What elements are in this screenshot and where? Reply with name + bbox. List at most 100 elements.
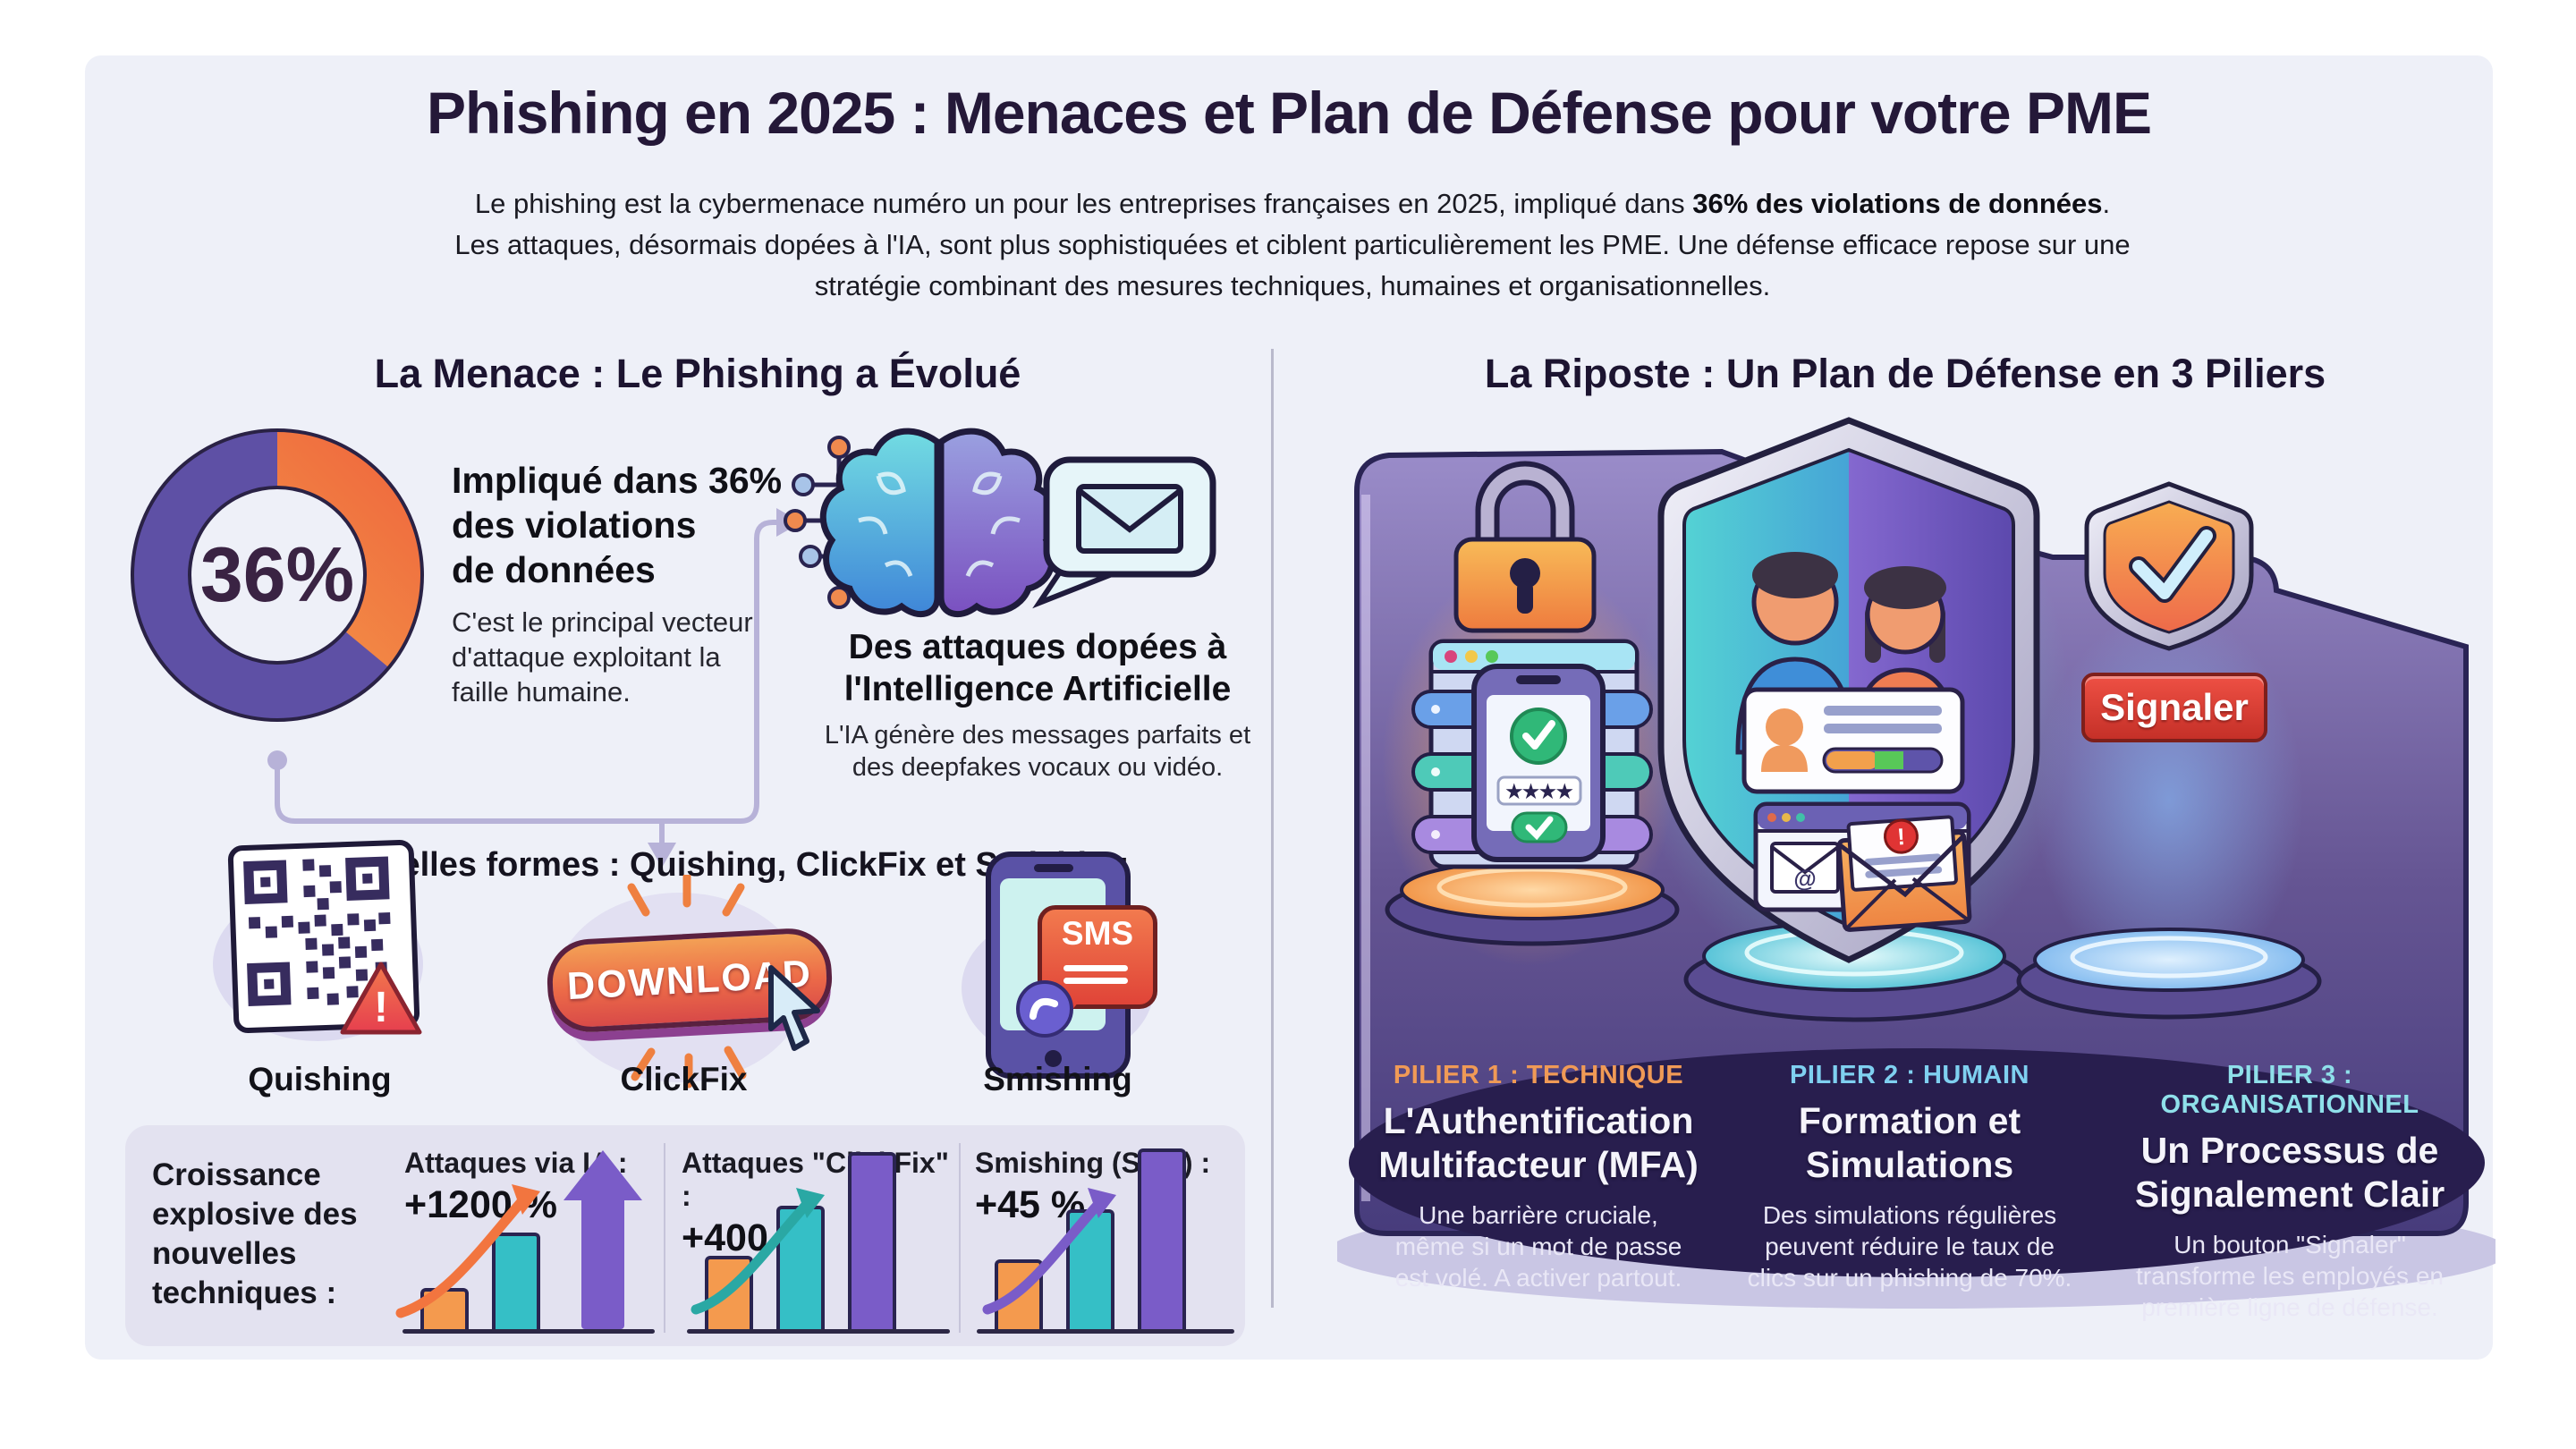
password-field	[1496, 775, 1582, 806]
intro-line2: Les attaques, désormais dopées à l'IA, s…	[454, 229, 2131, 260]
quishing-label: Quishing	[248, 1061, 392, 1097]
chart-baseline	[687, 1329, 950, 1334]
dark-floor	[1349, 1048, 2485, 1277]
warning-triangle-icon: !	[340, 962, 422, 1035]
stat-desc-line: d'attaque exploitant la	[452, 641, 721, 673]
intro-line3: stratégie combinant des mesures techniqu…	[814, 270, 1771, 301]
sms-bubble-icon: SMS	[1038, 905, 1157, 1024]
smishing-label: Smishing	[983, 1061, 1132, 1097]
pillar3-desc-line: transforme les employés en	[2136, 1262, 2444, 1290]
growth-bar	[848, 1152, 896, 1329]
growth-label-line: techniques :	[152, 1275, 337, 1310]
ai-desc-line: des deepfakes vocaux ou vidéo.	[852, 753, 1224, 782]
clickfix-label: ClickFix	[620, 1061, 748, 1097]
growth-divider	[664, 1143, 665, 1333]
pillar2-desc-line: clics sur un phishing de 70%.	[1747, 1264, 2072, 1292]
pillar3-title-line: Signalement Clair	[2134, 1174, 2445, 1215]
pillar1-title-line: L'Authentification	[1383, 1100, 1694, 1141]
chart-baseline	[402, 1329, 655, 1334]
pillar2-desc-line: Des simulations régulières	[1762, 1201, 2057, 1229]
donut-segment-phishing	[132, 430, 422, 720]
riposte-heading: La Riposte : Un Plan de Défense en 3 Pil…	[1484, 351, 2326, 396]
stat-block: Impliqué dans 36% des violations de donn…	[452, 458, 881, 709]
sms-text-line	[1063, 978, 1128, 984]
pillar2-desc-line: peuvent réduire le taux de	[1765, 1233, 2055, 1260]
clickfix-sparks	[627, 875, 747, 1089]
sms-label: SMS	[1061, 915, 1134, 952]
pillar3-desc-line: Un bouton "Signaler"	[2174, 1231, 2406, 1258]
pillar2-text: PILIER 2 : HUMAIN Formation et Simulatio…	[1726, 1061, 2093, 1293]
growth-bar	[564, 1150, 642, 1329]
stat-bold-line: de données	[452, 549, 656, 590]
pillar3-text: PILIER 3 : ORGANISATIONNEL Un Processus …	[2097, 1061, 2482, 1323]
page-title: Phishing en 2025 : Menaces et Plan de Dé…	[427, 80, 2152, 146]
growth-bar	[1138, 1148, 1186, 1329]
growth-divider	[959, 1143, 961, 1333]
growth-bars	[995, 1136, 1186, 1329]
qr-code-icon	[227, 839, 420, 1034]
pillar1-text: PILIER 1 : TECHNIQUE L'Authentification …	[1355, 1061, 1722, 1293]
defense-illustration: ★★★★	[1337, 417, 2496, 1309]
growth-label: Croissance explosive des nouvelles techn…	[152, 1156, 402, 1313]
ai-caption: Des attaques dopées à l'Intelligence Art…	[814, 626, 1261, 784]
envelope-icon	[1076, 484, 1183, 554]
phishing-envelope-icon: !	[1836, 815, 1972, 932]
ai-desc-line: L'IA génère des messages parfaits et	[824, 721, 1251, 750]
svg-text:@: @	[1793, 865, 1816, 892]
svg-text:★★★★: ★★★★	[1505, 782, 1572, 802]
growth-swoosh-smishing	[982, 1188, 1116, 1315]
phone-speaker	[1034, 864, 1073, 872]
pillar1-label: PILIER 1 : TECHNIQUE	[1393, 1061, 1684, 1089]
pillar1-desc-line: Une barrière cruciale,	[1419, 1201, 1658, 1229]
phone-home-button	[1045, 1050, 1062, 1067]
id-card	[1741, 687, 1965, 794]
growth-label-line: explosive des	[152, 1197, 358, 1232]
signaler-button-label: Signaler	[2100, 686, 2249, 728]
growth-label-line: nouvelles	[152, 1236, 297, 1271]
mfa-phone: ★★★★	[1471, 664, 1606, 862]
donut-value: 36%	[199, 531, 355, 618]
stat-desc-line: faille humaine.	[452, 676, 631, 708]
pillar1-title-line: Multifacteur (MFA)	[1378, 1144, 1699, 1185]
pillar3-desc-line: première ligne de défense.	[2141, 1293, 2438, 1321]
sms-text-line	[1063, 965, 1128, 971]
stat-bold-line: des violations	[452, 504, 697, 546]
connector-arrows	[267, 508, 801, 868]
signaler-button[interactable]: Signaler	[2081, 673, 2267, 742]
donut-chart	[131, 428, 424, 722]
cursor-icon	[768, 965, 820, 1051]
brain-folds	[858, 471, 1021, 577]
pillar2-title-line: Simulations	[1805, 1144, 2014, 1185]
circuit-dots	[784, 436, 851, 609]
svg-text:!: !	[374, 984, 388, 1031]
growth-chart-title: Attaques "ClickFix" :	[682, 1147, 949, 1212]
growth-bars	[705, 1136, 896, 1329]
pillar3-illustration	[2016, 481, 2322, 1020]
pillar3-label: PILIER 3 : ORGANISATIONNEL	[2160, 1061, 2419, 1119]
growth-bar	[1066, 1209, 1114, 1329]
growth-bars	[420, 1136, 642, 1329]
growth-label-line: Croissance	[152, 1157, 321, 1192]
svg-text:!: !	[1896, 823, 1906, 851]
growth-swoosh-clickfix	[691, 1188, 825, 1315]
pillar2-label: PILIER 2 : HUMAIN	[1790, 1061, 2029, 1089]
growth-panel	[125, 1125, 1245, 1346]
menace-heading: La Menace : Le Phishing a Évolué	[374, 351, 1021, 396]
pillar1-desc-line: est volé. A activer partout.	[1394, 1264, 1682, 1292]
email-at-icon: @	[1770, 842, 1840, 894]
ai-title-line: l'Intelligence Artificielle	[843, 670, 1232, 708]
pillar1-illustration: ★★★★	[1385, 461, 1680, 946]
phone-call-badge-icon	[1016, 980, 1073, 1038]
chart-baseline	[977, 1329, 1234, 1334]
ai-brain-icon	[784, 428, 1216, 618]
pillar2-title-line: Formation et	[1798, 1100, 2021, 1141]
growth-swoosh-ia	[395, 1184, 540, 1318]
section-divider	[1271, 349, 1274, 1308]
growth-bar	[492, 1233, 540, 1329]
ai-title-line: Des attaques dopées à	[848, 628, 1227, 666]
pillar2-illustration: @ !	[1657, 417, 2040, 1022]
pillar1-desc-line: même si un mot de passe	[1394, 1233, 1682, 1260]
check-mark	[2132, 530, 2213, 599]
intro-line1: Le phishing est la cybermenace numéro un…	[474, 188, 2111, 219]
